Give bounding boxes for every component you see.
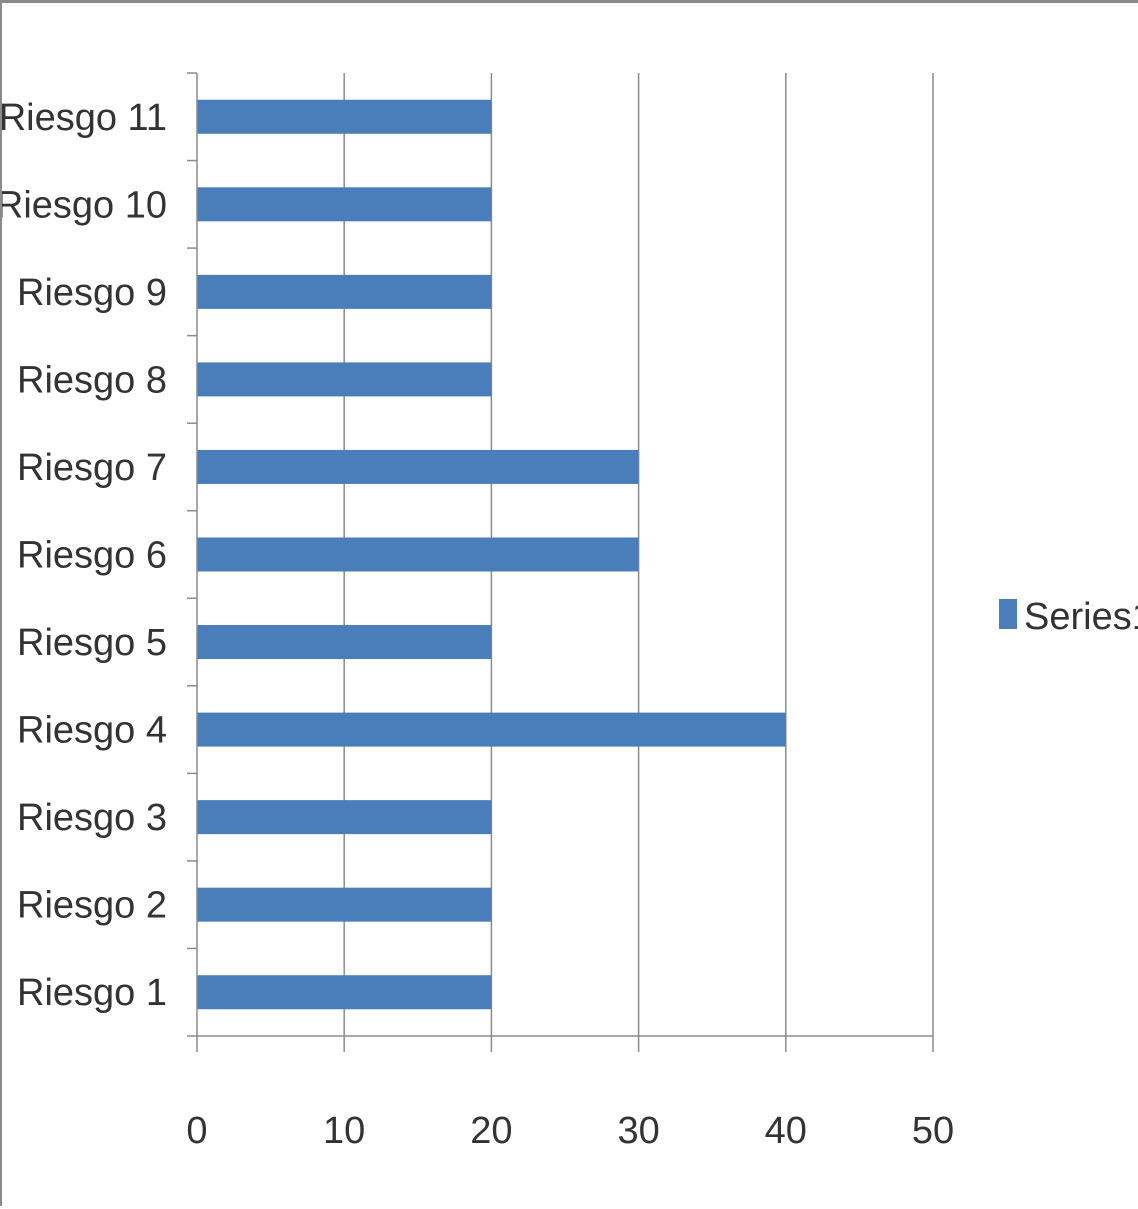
bar — [197, 362, 492, 397]
bar — [197, 99, 492, 134]
y-tick-label: Riesgo 11 — [2, 97, 167, 139]
y-tick-label: Riesgo 1 — [17, 972, 167, 1014]
x-tick-label: 20 — [470, 1110, 512, 1152]
legend: Series1 — [999, 596, 1138, 638]
bar-chart: 0 10 20 30 40 50 Riesgo 1 Riesgo 2 Riesgo 3 Riesg… — [2, 72, 1138, 1152]
y-tick-label: Riesgo 2 — [17, 885, 167, 927]
bar — [197, 187, 492, 222]
y-tick-label: Riesgo 10 — [2, 184, 167, 226]
y-tick-label: Riesgo 5 — [17, 622, 167, 664]
y-tick-label: Riesgo 8 — [17, 359, 167, 401]
x-tick-label: 40 — [765, 1110, 807, 1152]
axes — [187, 72, 934, 1052]
y-tick-label: Riesgo 3 — [17, 797, 167, 839]
y-tick-label: Riesgo 4 — [17, 710, 167, 752]
y-tick-label: Riesgo 9 — [17, 272, 167, 314]
legend-label: Series1 — [1024, 596, 1138, 638]
bar — [197, 449, 639, 484]
bar — [197, 800, 492, 835]
bar — [197, 887, 492, 922]
bars — [197, 99, 786, 1010]
legend-swatch — [999, 599, 1017, 629]
bar — [197, 975, 492, 1010]
x-tick-label: 30 — [617, 1110, 659, 1152]
tick-labels: 0 10 20 30 40 50 Riesgo 1 Riesgo 2 Riesgo 3 Riesg… — [2, 97, 954, 1152]
bar — [197, 625, 492, 660]
y-tick-label: Riesgo 6 — [17, 535, 167, 577]
x-tick-label: 50 — [912, 1110, 954, 1152]
bar — [197, 537, 639, 572]
x-tick-label: 0 — [186, 1110, 207, 1152]
bar — [197, 712, 786, 747]
x-tick-label: 10 — [323, 1110, 365, 1152]
bar — [197, 274, 492, 309]
y-tick-label: Riesgo 7 — [17, 447, 167, 489]
